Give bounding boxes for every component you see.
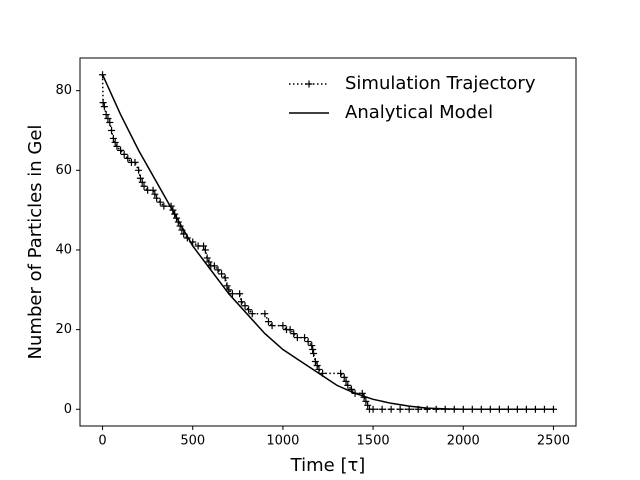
point-marker bbox=[310, 350, 318, 358]
point-marker bbox=[99, 99, 107, 107]
point-marker bbox=[140, 182, 148, 190]
point-marker bbox=[286, 326, 294, 334]
point-marker bbox=[151, 190, 159, 198]
point-marker bbox=[160, 202, 168, 210]
point-marker bbox=[131, 158, 139, 166]
point-marker bbox=[279, 322, 287, 330]
series-line bbox=[101, 74, 554, 411]
point-marker bbox=[111, 138, 119, 146]
x-tick-label: 2500 bbox=[537, 434, 570, 449]
point-marker bbox=[423, 405, 431, 413]
point-marker bbox=[156, 198, 164, 206]
point-marker bbox=[108, 126, 116, 134]
x-tick-label: 1500 bbox=[357, 434, 390, 449]
x-tick-label: 1000 bbox=[266, 434, 299, 449]
point-marker bbox=[362, 397, 370, 405]
x-axis-label: Time [τ] bbox=[290, 455, 366, 476]
point-marker bbox=[241, 302, 249, 310]
point-marker bbox=[104, 115, 112, 123]
point-marker bbox=[405, 405, 413, 413]
point-marker bbox=[210, 262, 218, 270]
point-marker bbox=[100, 103, 108, 111]
point-marker bbox=[138, 178, 146, 186]
y-tick-label: 80 bbox=[55, 83, 72, 98]
point-marker bbox=[369, 405, 377, 413]
point-marker bbox=[214, 266, 222, 274]
legend-marker bbox=[305, 80, 313, 88]
point-marker bbox=[387, 405, 395, 413]
point-marker bbox=[200, 242, 208, 250]
point-marker bbox=[344, 381, 352, 389]
point-marker bbox=[113, 142, 121, 150]
point-marker bbox=[201, 246, 209, 254]
point-marker bbox=[236, 290, 244, 298]
point-marker bbox=[315, 365, 323, 373]
point-marker bbox=[149, 186, 157, 194]
x-tick-label: 0 bbox=[98, 434, 106, 449]
point-marker bbox=[153, 194, 161, 202]
point-marker bbox=[228, 290, 236, 298]
legend-label: Simulation Trajectory bbox=[345, 73, 536, 94]
legend-label: Analytical Model bbox=[345, 102, 493, 123]
plot-frame bbox=[79, 57, 577, 427]
x-tick-label: 500 bbox=[180, 434, 205, 449]
point-marker bbox=[378, 405, 386, 413]
point-marker bbox=[290, 330, 298, 338]
point-marker bbox=[311, 357, 319, 365]
point-marker bbox=[364, 401, 372, 409]
point-marker bbox=[337, 369, 345, 377]
point-marker bbox=[313, 361, 321, 369]
y-tick-label: 60 bbox=[55, 163, 72, 178]
point-marker bbox=[120, 150, 128, 158]
point-marker bbox=[117, 146, 125, 154]
point-marker bbox=[109, 134, 117, 142]
point-marker bbox=[340, 373, 348, 381]
point-marker bbox=[124, 154, 132, 162]
point-marker bbox=[102, 111, 110, 119]
point-marker bbox=[245, 306, 253, 314]
point-marker bbox=[293, 334, 301, 342]
point-marker bbox=[396, 405, 404, 413]
point-marker bbox=[301, 334, 309, 342]
point-marker bbox=[135, 166, 143, 174]
y-tick-label: 40 bbox=[55, 242, 72, 257]
y-tick-label: 20 bbox=[55, 322, 72, 337]
x-tick-label: 2000 bbox=[447, 434, 480, 449]
point-marker bbox=[136, 174, 144, 182]
point-marker bbox=[248, 310, 256, 318]
point-marker bbox=[304, 338, 312, 346]
series-line bbox=[101, 74, 554, 411]
point-marker bbox=[264, 318, 272, 326]
point-marker bbox=[261, 310, 269, 318]
point-marker bbox=[342, 377, 350, 385]
point-marker bbox=[99, 71, 107, 79]
y-tick-label: 0 bbox=[64, 402, 72, 417]
point-marker bbox=[106, 119, 114, 127]
point-marker bbox=[268, 322, 276, 330]
point-marker bbox=[237, 298, 245, 306]
point-marker bbox=[221, 274, 229, 282]
y-axis-label: Number of Particles in Gel bbox=[25, 125, 46, 360]
point-marker bbox=[223, 282, 231, 290]
point-marker bbox=[203, 254, 211, 262]
point-marker bbox=[308, 342, 316, 350]
point-marker bbox=[205, 258, 213, 266]
point-marker bbox=[218, 270, 226, 278]
point-marker bbox=[309, 346, 317, 354]
